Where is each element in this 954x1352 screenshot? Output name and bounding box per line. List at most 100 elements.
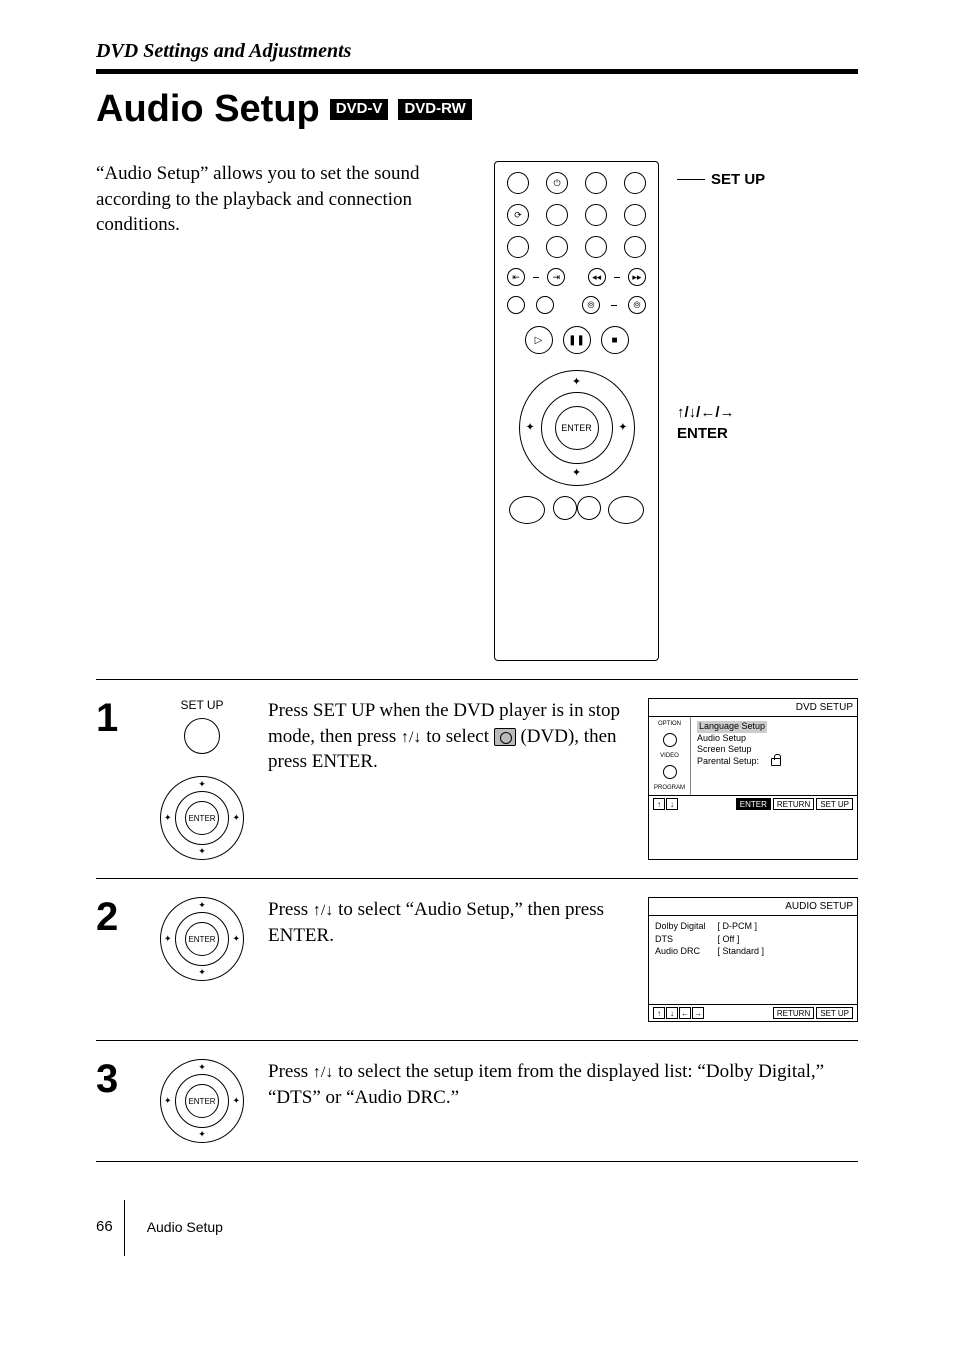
dvd-icon	[494, 728, 516, 746]
arrow-symbols: ↑/↓	[401, 729, 421, 746]
remote-btn	[507, 296, 525, 314]
remote-block: ⏻ ⟳ ⇤	[494, 161, 858, 661]
arrow-right-icon: ✦	[618, 423, 627, 434]
dpad: ENTER ✦ ✦ ✦ ✦	[519, 370, 635, 486]
arrow-icon: ↑	[653, 798, 665, 810]
remote-btn	[624, 236, 646, 258]
page-title: Audio Setup	[96, 88, 320, 131]
remote-btn: ⇤	[507, 268, 525, 286]
remote-btn	[553, 496, 577, 520]
badge-dvd-rw: DVD-RW	[398, 99, 471, 120]
footer-title: Audio Setup	[123, 1219, 223, 1235]
arrow-up-icon: ✦	[572, 377, 581, 388]
thick-rule	[96, 69, 858, 74]
arrow-icon: ←	[679, 1007, 691, 1019]
step-number: 1	[96, 698, 136, 860]
page-footer: 66 Audio Setup	[96, 1218, 858, 1235]
step-text: Press SET UP when the DVD player is in s…	[268, 698, 630, 860]
stop-icon: ■	[601, 326, 629, 354]
remote-btn	[507, 172, 529, 194]
intro-row: “Audio Setup” allows you to set the soun…	[96, 161, 858, 680]
remote-btn	[546, 236, 568, 258]
label-arrows: ↑/↓/←/→	[677, 404, 735, 421]
footer-rule	[124, 1200, 125, 1256]
remote-btn: ⏻	[546, 172, 568, 194]
enter-icon: ENTER	[185, 801, 219, 835]
remote-btn: ◂◂	[588, 268, 606, 286]
step-number: 2	[96, 897, 136, 1022]
osd-footer: ↑↓ ENTER RETURN SET UP	[649, 795, 857, 812]
osd-item: Audio Setup	[697, 733, 851, 745]
step-icon: ENTER ✦✦✦✦	[154, 897, 250, 1022]
step-icon: SET UP ENTER ✦✦✦✦	[154, 698, 250, 860]
label-enter: ENTER	[677, 425, 728, 442]
disc-icon	[663, 765, 677, 779]
intro-text: “Audio Setup” allows you to set the soun…	[96, 161, 466, 661]
play-icon: ▷	[525, 326, 553, 354]
arrow-symbols: ↑/↓	[313, 1064, 333, 1081]
page-number: 66	[96, 1218, 113, 1235]
step-1: 1 SET UP ENTER ✦✦✦✦ Press SET UP when th…	[96, 680, 858, 879]
remote-btn: ⟳	[507, 204, 529, 226]
remote-btn	[507, 236, 529, 258]
link	[533, 277, 539, 278]
osd-row: Audio DRC	[655, 945, 706, 958]
remote-btn	[624, 204, 646, 226]
osd-left: OPTION VIDEO PROGRAM	[649, 717, 691, 795]
osd-col-labels: Dolby Digital DTS Audio DRC	[655, 920, 706, 1000]
badge-dvd-v: DVD-V	[330, 99, 389, 120]
remote-btn	[536, 296, 554, 314]
step-number: 3	[96, 1059, 136, 1143]
osd-dvd-setup: DVD SETUP OPTION VIDEO PROGRAM Language …	[648, 698, 858, 860]
arrow-icon: ↑	[653, 1007, 665, 1019]
osd-title: DVD SETUP	[649, 699, 857, 717]
osd-row: DTS	[655, 933, 706, 946]
osd-setup: SET UP	[816, 1007, 853, 1019]
enter-icon: ENTER	[185, 1084, 219, 1118]
label-setup: SET UP	[711, 171, 765, 188]
section-header: DVD Settings and Adjustments	[96, 40, 858, 69]
dpad-icon: ENTER ✦✦✦✦	[160, 897, 244, 981]
remote-btn	[577, 496, 601, 520]
disc-icon	[663, 733, 677, 747]
osd-row: [ Standard ]	[718, 945, 765, 958]
osd-col-values: [ D-PCM ] [ Off ] [ Standard ]	[718, 920, 765, 1000]
step-2: 2 ENTER ✦✦✦✦ Press ↑/↓ to select “Audio …	[96, 879, 858, 1041]
dpad-icon: ENTER ✦✦✦✦	[160, 776, 244, 860]
step-text: Press ↑/↓ to select “Audio Setup,” then …	[268, 897, 630, 1022]
osd-item: Parental Setup:	[697, 756, 759, 766]
remote-btn: ⇥	[547, 268, 565, 286]
remote-btn	[585, 204, 607, 226]
osd-return: RETURN	[773, 798, 814, 810]
enter-button: ENTER	[555, 406, 599, 450]
remote-btn	[608, 496, 644, 524]
arrow-down-icon: ✦	[572, 468, 581, 479]
remote-btn-setup	[624, 172, 646, 194]
link	[614, 277, 620, 278]
setup-button-icon	[184, 718, 220, 754]
remote-diagram: ⏻ ⟳ ⇤	[494, 161, 659, 661]
step-text: Press ↑/↓ to select the setup item from …	[268, 1059, 858, 1143]
osd-row: [ D-PCM ]	[718, 920, 765, 933]
osd-item: Language Setup	[697, 721, 767, 733]
remote-btn: ⦾	[628, 296, 646, 314]
remote-btn	[585, 172, 607, 194]
arrow-icon: →	[692, 1007, 704, 1019]
step-icon: ENTER ✦✦✦✦	[154, 1059, 250, 1143]
osd-return: RETURN	[773, 1007, 814, 1019]
enter-icon: ENTER	[185, 922, 219, 956]
remote-btn: ▸▸	[628, 268, 646, 286]
osd-row: [ Off ]	[718, 933, 765, 946]
arrow-symbols: ↑/↓	[313, 902, 333, 919]
dpad-icon: ENTER ✦✦✦✦	[160, 1059, 244, 1143]
remote-labels: SET UP ↑/↓/←/→ ENTER	[677, 161, 765, 661]
osd-menu: Language Setup Audio Setup Screen Setup …	[691, 717, 857, 795]
remote-btn	[585, 236, 607, 258]
osd-title: AUDIO SETUP	[649, 898, 857, 916]
title-row: Audio Setup DVD-V DVD-RW	[96, 88, 858, 131]
osd-row: Dolby Digital	[655, 920, 706, 933]
remote-btn	[546, 204, 568, 226]
link	[611, 305, 617, 306]
osd-audio-setup: AUDIO SETUP Dolby Digital DTS Audio DRC …	[648, 897, 858, 1022]
osd-enter: ENTER	[736, 798, 771, 810]
